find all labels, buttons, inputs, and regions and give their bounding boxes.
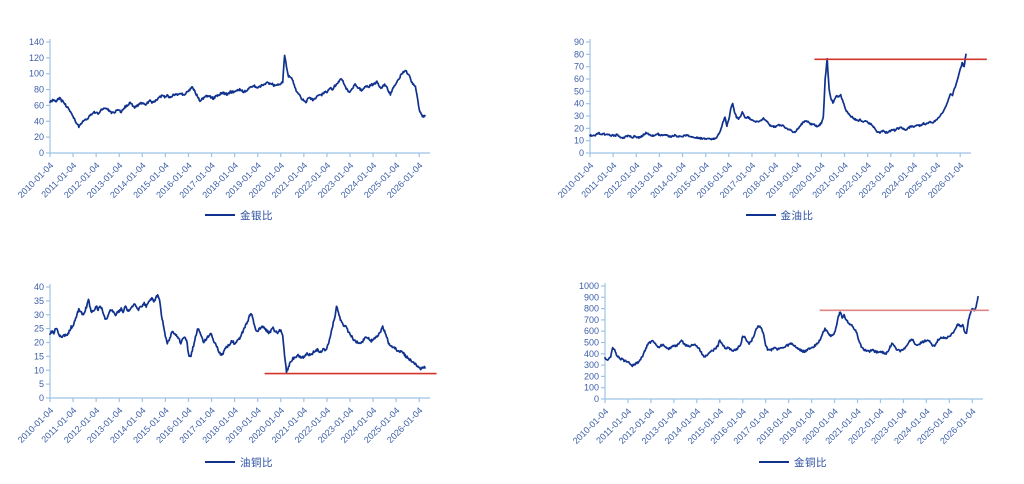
svg-text:20: 20	[34, 132, 44, 142]
legend-line-marker	[759, 460, 789, 464]
svg-text:600: 600	[584, 326, 599, 336]
chart-panel-gold-silver-ratio: 0 20 40 60 80 100 120 140 2010-01-04 2011-01-04 20…	[0, 0, 512, 242]
svg-text:0: 0	[594, 394, 599, 404]
svg-text:5: 5	[39, 379, 44, 389]
svg-text:60: 60	[574, 74, 584, 84]
svg-text:100: 100	[29, 69, 44, 79]
svg-text:50: 50	[574, 86, 584, 96]
chart-panel-oil-copper-ratio: 0 5 10 15 20 25 30 35 40 2010-01-04 2011-01-04 2012…	[0, 242, 512, 484]
svg-text:800: 800	[584, 304, 599, 314]
legend-gold-oil-ratio: 金油比	[590, 207, 969, 223]
svg-text:10: 10	[34, 365, 44, 375]
svg-text:90: 90	[574, 37, 584, 47]
chart-gold-silver-ratio: 0204060801001201402010-01-042011-01-0420…	[16, 37, 430, 200]
legend-label: 金铜比	[794, 456, 827, 469]
svg-text:80: 80	[34, 85, 44, 95]
chart-panel-gold-oil-ratio: 0 10 20 30 40 50 60 70 80 90 2010-01-04 2011-01-04 2…	[512, 0, 1024, 242]
svg-text:30: 30	[34, 310, 44, 320]
svg-text:140: 140	[29, 37, 44, 47]
svg-text:70: 70	[574, 62, 584, 72]
chart-panel-gold-copper-ratio: 0 100 200 300 400 500 600 700 800 900 1000 2010-01-…	[512, 242, 1024, 484]
svg-text:0: 0	[579, 148, 584, 158]
legend-label: 金银比	[240, 209, 273, 222]
chart-gold-oil-ratio: 01020304050607080902010-01-042011-01-042…	[556, 37, 987, 200]
svg-text:700: 700	[584, 315, 599, 325]
legend-gold-copper-ratio: 金铜比	[605, 454, 981, 470]
svg-text:500: 500	[584, 338, 599, 348]
svg-text:30: 30	[574, 111, 584, 121]
svg-text:80: 80	[574, 49, 584, 59]
svg-text:300: 300	[584, 360, 599, 370]
svg-text:35: 35	[34, 296, 44, 306]
svg-text:100: 100	[584, 383, 599, 393]
legend-line-marker	[745, 213, 776, 217]
svg-text:20: 20	[574, 123, 584, 133]
svg-text:900: 900	[584, 292, 599, 302]
svg-text:60: 60	[34, 100, 44, 110]
svg-text:15: 15	[34, 351, 44, 361]
svg-text:0: 0	[39, 148, 44, 158]
legend-label: 金油比	[780, 209, 814, 222]
chart-oil-copper-ratio: 05101520253035402010-01-042011-01-042012…	[16, 282, 437, 445]
legend-oil-copper-ratio: 油铜比	[50, 454, 428, 470]
legend-label: 油铜比	[240, 456, 273, 469]
svg-text:25: 25	[34, 324, 44, 334]
svg-text:40: 40	[34, 282, 44, 292]
svg-text:0: 0	[39, 393, 44, 403]
svg-text:20: 20	[34, 338, 44, 348]
svg-text:40: 40	[574, 99, 584, 109]
legend-gold-silver-ratio: 金银比	[50, 207, 428, 223]
svg-text:120: 120	[29, 53, 44, 63]
legend-line-marker	[205, 460, 235, 464]
svg-text:40: 40	[34, 116, 44, 126]
svg-text:400: 400	[584, 349, 599, 359]
svg-text:200: 200	[584, 371, 599, 381]
svg-text:1000: 1000	[579, 281, 599, 291]
chart-gold-copper-ratio: 010020030040050060070080090010002010-01-…	[571, 281, 989, 446]
svg-text:10: 10	[574, 136, 584, 146]
legend-line-marker	[205, 213, 235, 217]
